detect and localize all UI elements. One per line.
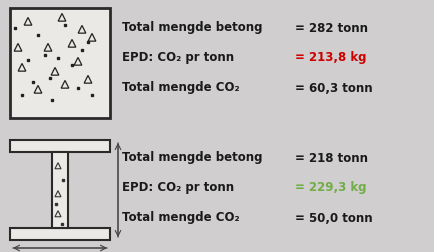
Text: Total mengde betong: Total mengde betong <box>122 21 263 35</box>
Bar <box>10 228 110 240</box>
Text: Total mengde CO₂: Total mengde CO₂ <box>122 211 240 225</box>
Text: Total mengde CO₂: Total mengde CO₂ <box>122 81 240 94</box>
Text: EPD: CO₂ pr tonn: EPD: CO₂ pr tonn <box>122 181 234 195</box>
Bar <box>52 152 68 228</box>
Text: Total mengde betong: Total mengde betong <box>122 151 263 165</box>
Text: = 229,3 kg: = 229,3 kg <box>295 181 366 195</box>
Text: = 218 tonn: = 218 tonn <box>295 151 368 165</box>
Text: = 50,0 tonn: = 50,0 tonn <box>295 211 373 225</box>
Bar <box>10 8 110 118</box>
Text: = 282 tonn: = 282 tonn <box>295 21 368 35</box>
Bar <box>10 140 110 152</box>
Text: = 60,3 tonn: = 60,3 tonn <box>295 81 373 94</box>
Text: = 213,8 kg: = 213,8 kg <box>295 51 366 65</box>
Text: EPD: CO₂ pr tonn: EPD: CO₂ pr tonn <box>122 51 234 65</box>
